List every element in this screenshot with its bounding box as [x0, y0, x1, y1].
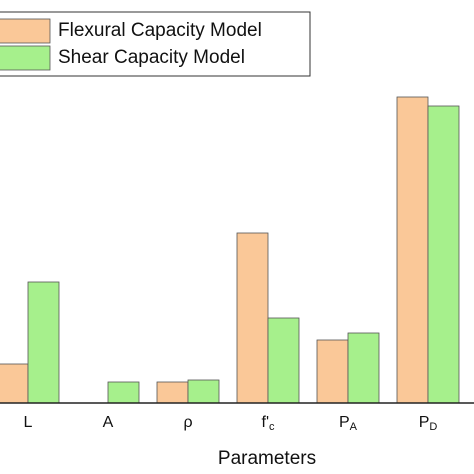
x-tick-label: A — [103, 414, 114, 431]
bar — [316, 339, 349, 404]
bar — [267, 317, 300, 404]
x-tick-label: PA — [339, 414, 358, 433]
legend-swatch — [0, 18, 51, 44]
x-tick-label: L — [24, 414, 33, 431]
x-tick-label-sub: D — [429, 421, 437, 433]
legend-box — [0, 11, 311, 77]
bar — [236, 232, 269, 404]
bar — [27, 281, 60, 404]
x-tick-label: f'c — [262, 414, 276, 433]
x-tick-label-sub: A — [350, 421, 358, 433]
x-tick-label-main: f' — [262, 414, 270, 431]
x-axis-label: Parameters — [218, 448, 316, 469]
legend-swatch — [0, 45, 51, 71]
bar — [0, 363, 29, 404]
x-tick-label: ρ — [183, 414, 192, 431]
x-tick-label-main: P — [419, 414, 430, 431]
bar — [107, 381, 140, 404]
bar — [156, 381, 189, 404]
bar — [187, 379, 220, 404]
bar — [347, 332, 380, 404]
bar — [396, 96, 429, 404]
x-tick-label-main: P — [339, 414, 350, 431]
legend-label: Flexural Capacity Model — [58, 20, 262, 41]
x-tick-label: PD — [419, 414, 438, 433]
x-tick-label-sub: c — [269, 421, 275, 433]
legend-label: Shear Capacity Model — [58, 47, 245, 68]
bar — [427, 105, 460, 404]
